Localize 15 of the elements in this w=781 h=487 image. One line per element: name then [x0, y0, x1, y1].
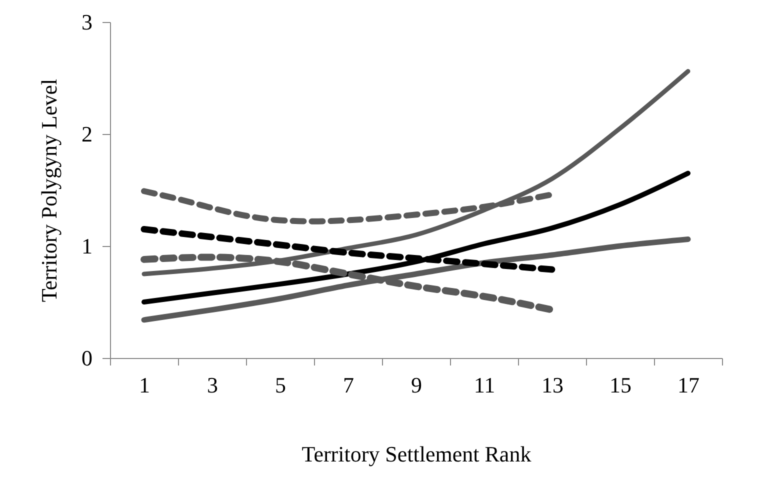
x-tick-label: 1 — [139, 372, 150, 398]
x-tick-label: 11 — [474, 372, 496, 398]
y-axis-title: Territory Polygyny Level — [36, 78, 62, 302]
x-tick-label: 17 — [678, 372, 700, 398]
x-tick-label: 9 — [411, 372, 422, 398]
x-tick-label: 3 — [207, 372, 218, 398]
x-axis-title: Territory Settlement Rank — [302, 442, 532, 466]
x-tick-label: 7 — [343, 372, 354, 398]
y-tick-label: 0 — [82, 346, 92, 370]
x-tick-label: 15 — [610, 372, 632, 398]
x-tick-label: 5 — [275, 372, 286, 398]
y-tick-label: 3 — [82, 10, 92, 34]
y-tick-label: 1 — [82, 234, 92, 258]
y-tick-label: 2 — [82, 122, 92, 146]
x-tick-label: 13 — [542, 372, 564, 398]
